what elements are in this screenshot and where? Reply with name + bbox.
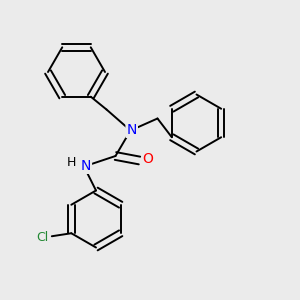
Text: N: N	[127, 123, 137, 137]
Text: H: H	[67, 156, 76, 169]
Text: N: N	[81, 159, 91, 173]
Text: O: O	[142, 152, 153, 166]
Text: Cl: Cl	[36, 231, 48, 244]
